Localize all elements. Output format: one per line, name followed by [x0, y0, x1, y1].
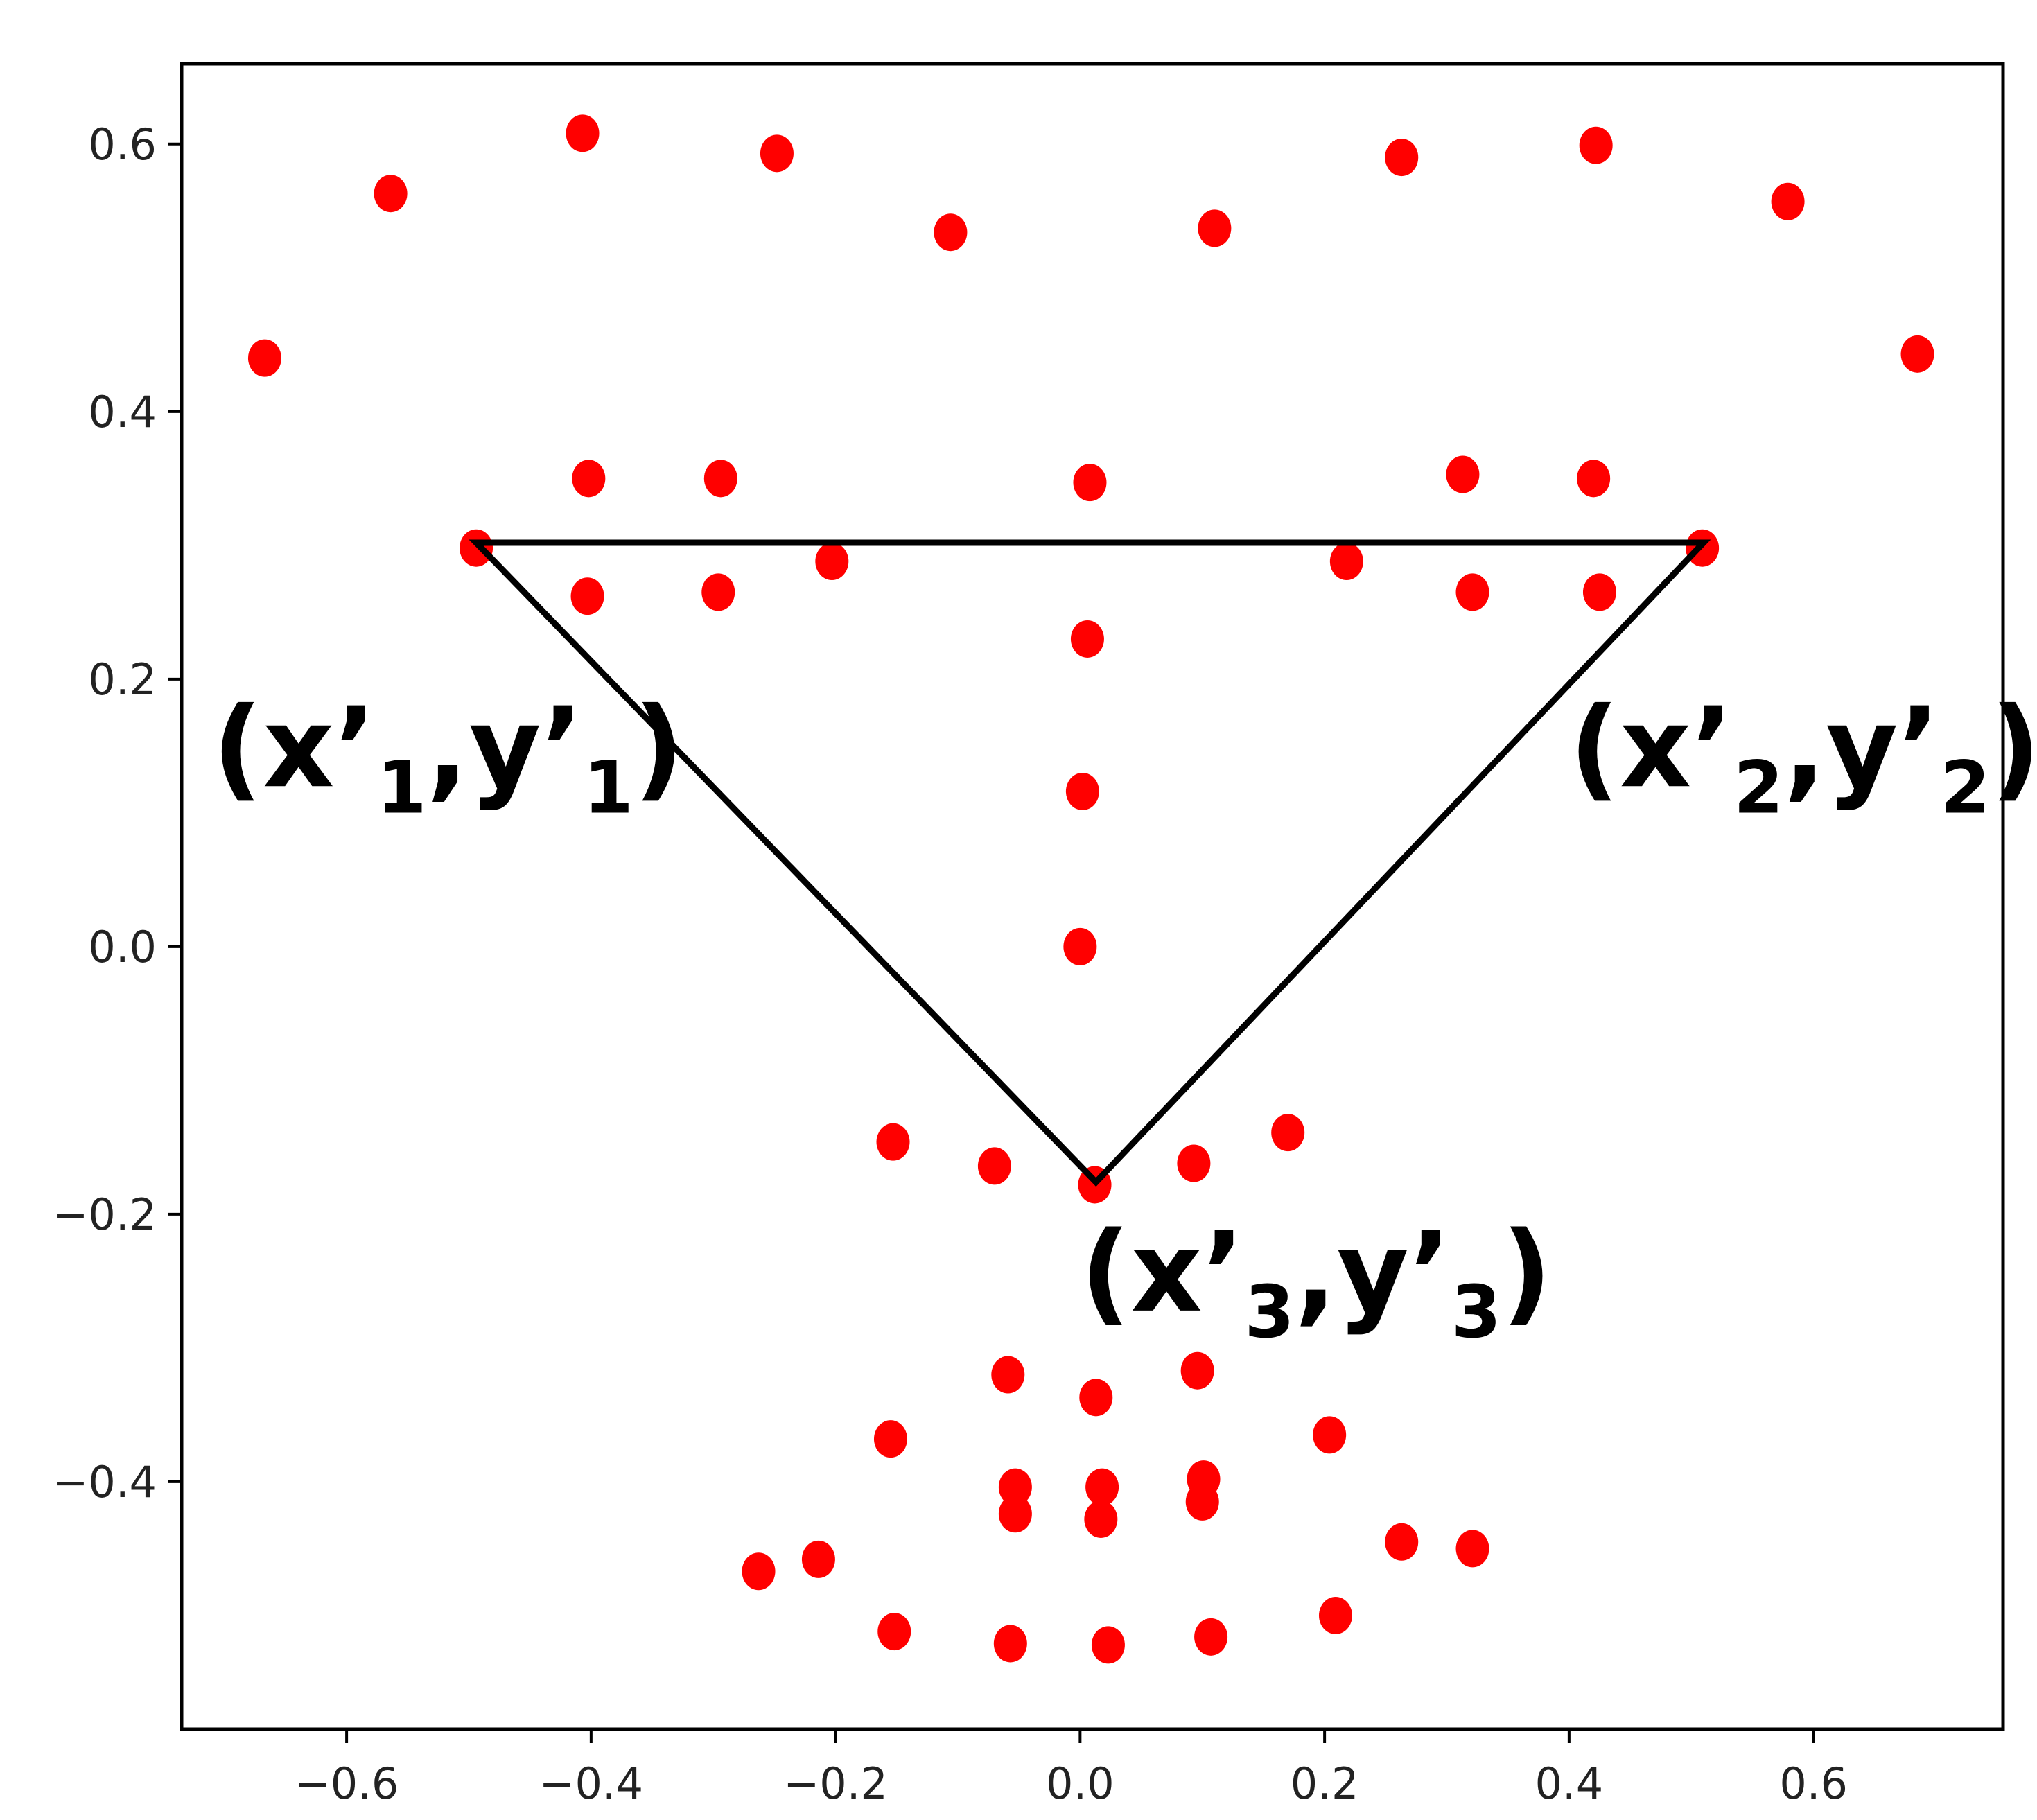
data-point — [993, 1625, 1027, 1663]
data-point — [873, 1420, 907, 1458]
data-point — [703, 460, 737, 498]
data-points — [247, 114, 1934, 1664]
y-tick-label: −0.4 — [52, 1457, 157, 1507]
vertex-label: (x’2,y’2) — [1569, 683, 2037, 830]
data-point — [1771, 182, 1805, 220]
data-point — [1177, 1144, 1211, 1182]
x-tick-label: −0.6 — [295, 1758, 399, 1809]
x-tick-label: 0.4 — [1535, 1758, 1604, 1809]
vertex-annotations: (x’1,y’1) (x’2,y’2) (x’3,y’3) — [212, 683, 2037, 1354]
data-point — [877, 1613, 911, 1651]
x-tick-label: −0.2 — [783, 1758, 888, 1809]
plot-frame — [180, 62, 2005, 1731]
y-axis: 0.6 0.4 0.2 0.0 −0.2 −0.4 — [52, 119, 182, 1507]
data-point — [977, 1147, 1011, 1185]
data-point — [570, 577, 604, 615]
data-point — [1070, 620, 1104, 658]
data-point — [566, 114, 600, 152]
y-tick-label: 0.4 — [88, 387, 157, 437]
x-tick-label: 0.6 — [1779, 1758, 1848, 1809]
x-axis: −0.6 −0.4 −0.2 0.0 0.2 0.4 0.6 — [295, 1729, 1848, 1809]
data-point — [1065, 772, 1099, 810]
data-point — [1385, 1523, 1419, 1561]
data-point — [1577, 460, 1611, 498]
data-point — [1180, 1351, 1214, 1390]
data-point — [815, 543, 849, 581]
data-point — [934, 213, 968, 252]
data-point — [1194, 1618, 1228, 1656]
data-point — [760, 134, 794, 173]
data-point — [374, 175, 408, 213]
data-point — [572, 460, 606, 498]
data-point — [460, 529, 493, 567]
data-point — [1582, 573, 1616, 611]
data-point — [876, 1123, 910, 1161]
y-tick-label: 0.6 — [88, 119, 157, 170]
data-point — [742, 1552, 776, 1591]
data-point — [1271, 1114, 1305, 1152]
data-point — [1198, 209, 1232, 247]
data-point — [1318, 1596, 1352, 1634]
data-point — [1063, 927, 1097, 965]
data-point — [998, 1468, 1032, 1506]
data-point — [1455, 573, 1489, 611]
data-point — [1579, 126, 1613, 164]
data-point — [991, 1356, 1025, 1394]
data-point — [1084, 1500, 1118, 1538]
data-point — [1900, 335, 1934, 373]
triangle-line — [469, 539, 1711, 1187]
data-point — [1446, 455, 1480, 493]
x-tick-label: −0.4 — [539, 1758, 644, 1809]
y-tick-label: 0.0 — [88, 922, 157, 972]
data-point — [1313, 1416, 1347, 1454]
vertex-label: (x’3,y’3) — [1080, 1207, 1552, 1354]
y-tick-label: 0.2 — [88, 654, 157, 705]
data-point — [1091, 1626, 1125, 1664]
x-tick-label: 0.2 — [1291, 1758, 1359, 1809]
vertex-label: (x’1,y’1) — [212, 683, 684, 830]
x-tick-label: 0.0 — [1046, 1758, 1114, 1809]
data-point — [1185, 1482, 1219, 1521]
triangle-overlay — [469, 539, 1711, 1187]
data-point — [1079, 1379, 1113, 1417]
data-point — [1385, 139, 1419, 177]
data-point — [998, 1495, 1032, 1533]
y-tick-label: −0.2 — [52, 1189, 157, 1240]
data-point — [1455, 1530, 1489, 1568]
data-point — [1073, 464, 1107, 502]
data-point — [247, 339, 281, 377]
data-point — [701, 573, 735, 611]
data-point — [1329, 543, 1363, 581]
data-point — [1085, 1468, 1119, 1506]
data-point — [801, 1540, 835, 1578]
